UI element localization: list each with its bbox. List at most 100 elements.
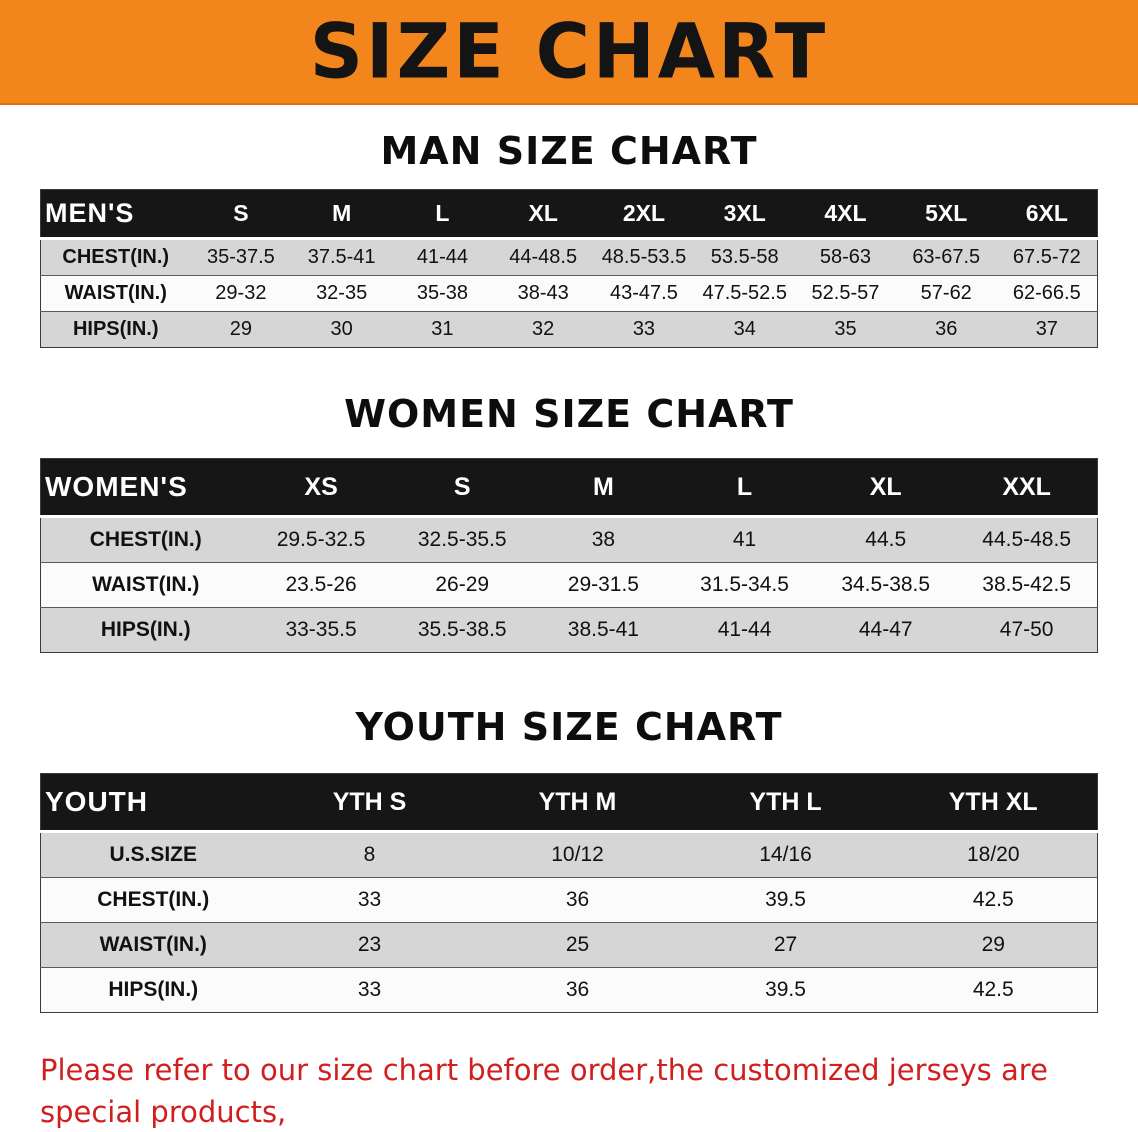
size-value: 33-35.5 [250,607,392,653]
youth-size-chart-heading: YOUTH SIZE CHART [355,705,783,749]
size-column-header: 2XL [593,189,695,240]
size-value: 36 [473,877,682,923]
size-value: 33 [265,877,474,923]
size-value: 26-29 [391,562,533,608]
size-column-header: S [190,189,292,240]
disclaimer-line-1: Please refer to our size chart before or… [40,1053,1048,1130]
measure-row: U.S.SIZE 8 10/12 14/16 18/20 [40,831,1098,878]
size-column-header: XL [815,458,957,518]
size-column-header: M [291,189,393,240]
measure-row: HIPS(IN.) 33-35.5 35.5-38.5 38.5-41 41-44 44-… [40,607,1098,653]
header-row: YOUTH YTH S YTH M YTH L YTH XL [40,773,1098,833]
size-column-header: XXL [956,458,1098,518]
men-table-title: MEN'S [40,189,191,240]
size-column-header: 4XL [795,189,896,240]
size-value: 32 [492,311,594,348]
size-value: 29 [190,311,292,348]
measure-row: WAIST(IN.) 23 25 27 29 [40,922,1098,968]
size-value: 41-44 [673,607,816,653]
size-value: 33 [265,967,474,1013]
size-value: 38.5-42.5 [956,562,1098,608]
size-value: 48.5-53.5 [593,238,695,276]
size-value: 43-47.5 [593,275,695,312]
size-value: 44-48.5 [492,238,594,276]
size-value: 29.5-32.5 [250,516,392,563]
size-value: 34.5-38.5 [815,562,957,608]
women-size-chart-heading: WOMEN SIZE CHART [344,392,794,436]
size-value: 44.5 [815,516,957,563]
row-label: CHEST(IN.) [40,516,251,563]
size-value: 67.5-72 [996,238,1098,276]
size-value: 47-50 [956,607,1098,653]
size-tables-container: MAN SIZE CHART MEN'S S M L XL 2XL 3XL 4XL 5XL 6XL C… [0,129,1138,1013]
size-value: 52.5-57 [795,275,896,312]
size-column-header: L [392,189,493,240]
size-value: 58-63 [795,238,896,276]
row-label: HIPS(IN.) [40,607,251,653]
section-men: MAN SIZE CHART MEN'S S M L XL 2XL 3XL 4XL 5XL 6XL C… [0,129,1138,348]
size-value: 62-66.5 [996,275,1098,312]
row-label: HIPS(IN.) [40,311,191,348]
size-value: 25 [473,922,682,968]
row-label: CHEST(IN.) [40,238,191,276]
women-table-title: WOMEN'S [40,458,251,518]
size-value: 31 [392,311,493,348]
size-value: 42.5 [889,877,1098,923]
size-column-header: YTH M [473,773,682,833]
youth-table-title: YOUTH [40,773,266,833]
header-row: MEN'S S M L XL 2XL 3XL 4XL 5XL 6XL [40,189,1098,240]
size-value: 41 [673,516,816,563]
measure-row: CHEST(IN.) 33 36 39.5 42.5 [40,877,1098,923]
section-youth: YOUTH SIZE CHART YOUTH YTH S YTH M YTH L YTH … [0,705,1138,1013]
size-value: 35-37.5 [190,238,292,276]
size-value: 35-38 [392,275,493,312]
page-title: SIZE CHART [309,7,829,96]
women-size-table: WOMEN'S XS S M L XL XXL CHEST(IN.) 29.5-32.5 32.5… [40,458,1098,653]
size-value: 38-43 [492,275,594,312]
header-row: WOMEN'S XS S M L XL XXL [40,458,1098,518]
size-value: 36 [473,967,682,1013]
size-value: 23 [265,922,474,968]
size-value: 35 [795,311,896,348]
measure-row: HIPS(IN.) 33 36 39.5 42.5 [40,967,1098,1013]
size-column-header: YTH L [681,773,890,833]
size-value: 38 [532,516,674,563]
size-value: 38.5-41 [532,607,674,653]
size-column-header: S [391,458,533,518]
size-value: 29-31.5 [532,562,674,608]
size-value: 42.5 [889,967,1098,1013]
section-women: WOMEN SIZE CHART WOMEN'S XS S M L XL XXL CHEST(I… [0,392,1138,653]
size-value: 8 [265,831,474,878]
size-value: 36 [895,311,997,348]
size-value: 30 [291,311,393,348]
row-label: CHEST(IN.) [40,877,266,923]
row-label: WAIST(IN.) [40,922,266,968]
size-column-header: 3XL [694,189,796,240]
size-value: 39.5 [681,967,890,1013]
row-label: WAIST(IN.) [40,275,191,312]
measure-row: CHEST(IN.) 35-37.5 37.5-41 41-44 44-48.5 48.5… [40,238,1098,276]
size-value: 63-67.5 [895,238,997,276]
size-value: 27 [681,922,890,968]
size-value: 33 [593,311,695,348]
size-value: 53.5-58 [694,238,796,276]
size-value: 44-47 [815,607,957,653]
youth-size-table: YOUTH YTH S YTH M YTH L YTH XL U.S.SIZE 8 10/12… [40,773,1098,1013]
size-value: 41-44 [392,238,493,276]
measure-row: HIPS(IN.) 29 30 31 32 33 34 35 36 37 [40,311,1098,348]
size-value: 37 [996,311,1098,348]
size-value: 14/16 [681,831,890,878]
row-label: U.S.SIZE [40,831,266,878]
size-column-header: L [673,458,816,518]
measure-row: WAIST(IN.) 23.5-26 26-29 29-31.5 31.5-34.5 34… [40,562,1098,608]
banner: SIZE CHART [0,0,1138,105]
size-value: 29 [889,922,1098,968]
size-value: 32.5-35.5 [391,516,533,563]
size-value: 23.5-26 [250,562,392,608]
size-value: 31.5-34.5 [673,562,816,608]
size-column-header: 6XL [996,189,1098,240]
size-value: 32-35 [291,275,393,312]
size-value: 44.5-48.5 [956,516,1098,563]
size-value: 18/20 [889,831,1098,878]
